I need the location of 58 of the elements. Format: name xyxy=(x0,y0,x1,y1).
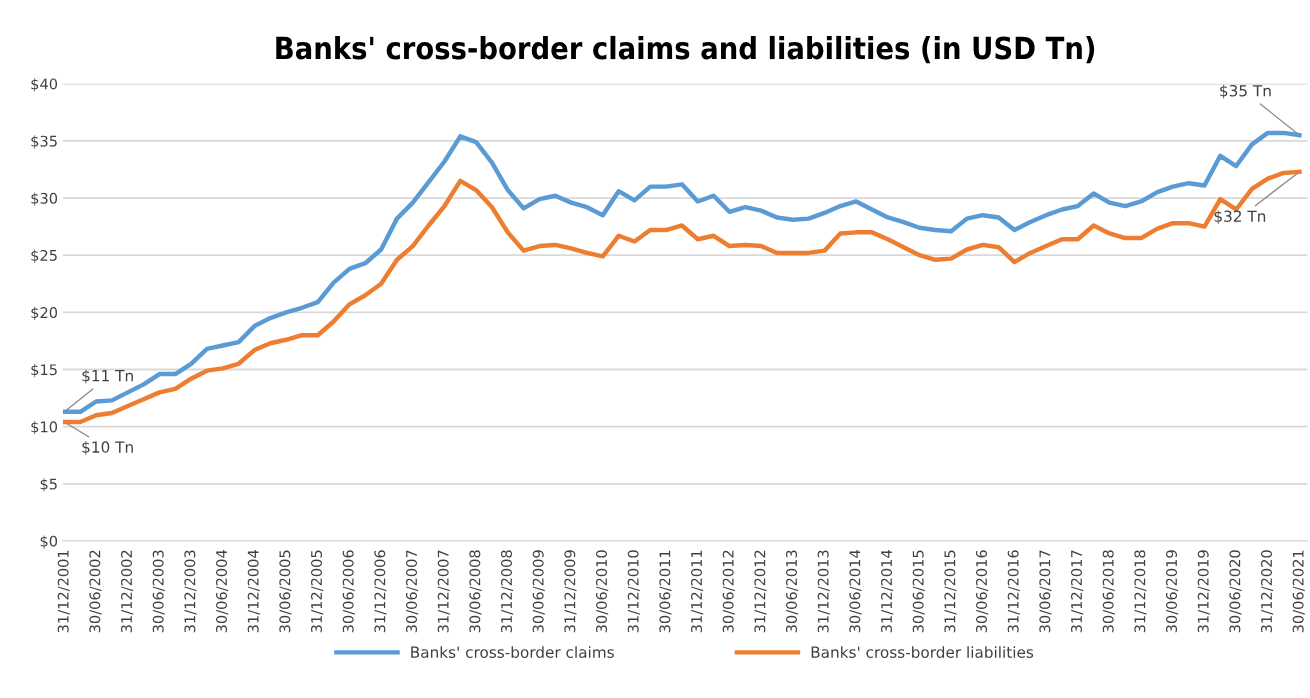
x-tick-label: 31/12/2011 xyxy=(691,550,704,633)
x-tick-label: 30/06/2007 xyxy=(406,550,419,633)
x-tick-label: 30/06/2006 xyxy=(342,550,355,633)
x-tick-label: 30/06/2021 xyxy=(1292,550,1305,633)
y-tick-label: $30 xyxy=(31,192,58,206)
y-tick-label: $15 xyxy=(31,363,57,378)
x-tick-label: 30/06/2004 xyxy=(216,550,229,633)
x-tick-label: 30/06/2019 xyxy=(1166,550,1179,633)
x-tick-label: 30/06/2005 xyxy=(279,550,292,633)
x-tick-label: 30/06/2012 xyxy=(722,550,735,633)
annotation: $35 Tn xyxy=(1220,84,1271,99)
x-tick-label: 31/12/2003 xyxy=(184,550,197,633)
y-tick-label: $0 xyxy=(40,535,58,549)
x-tick-label: 30/06/2018 xyxy=(1102,550,1115,633)
x-tick-label: 30/06/2014 xyxy=(849,550,862,633)
annotation: $32 Tn xyxy=(1214,210,1266,225)
x-tick-label: 30/06/2010 xyxy=(596,550,609,633)
x-tick-label: 31/12/2010 xyxy=(627,550,640,633)
x-tick-label: 31/12/2004 xyxy=(247,550,260,633)
x-tick-label: 30/06/2017 xyxy=(1039,550,1052,633)
y-tick-label: $5 xyxy=(40,478,57,492)
y-tick-label: $25 xyxy=(31,249,57,263)
chart-title: Banks' cross-border claims and liabilities (in USD Tn) xyxy=(276,35,1095,64)
legend-label: Banks' cross-border claims xyxy=(411,646,614,658)
x-tick-label: 30/06/2013 xyxy=(786,550,799,633)
x-tick-label: 30/06/2003 xyxy=(152,550,165,633)
x-tick-label: 31/12/2008 xyxy=(501,550,514,633)
x-tick-label: 31/12/2014 xyxy=(881,550,894,633)
y-tick-label: $40 xyxy=(31,78,58,92)
x-tick-label: 31/12/2006 xyxy=(374,550,387,633)
annotation: $11 Tn xyxy=(82,369,133,384)
x-tick-label: 30/06/2016 xyxy=(976,550,989,633)
x-tick-label: 30/06/2015 xyxy=(912,550,925,633)
x-tick-label: 30/06/2002 xyxy=(89,550,102,633)
legend-label: Banks' cross-border liabilities xyxy=(811,646,1034,658)
x-tick-label: 31/12/2015 xyxy=(944,550,957,633)
x-tick-label: 31/12/2016 xyxy=(1007,550,1020,633)
y-tick-label: $20 xyxy=(31,306,58,321)
line-series xyxy=(62,130,1302,415)
x-tick-label: 31/12/2005 xyxy=(311,550,324,633)
x-tick-label: 31/12/2020 xyxy=(1261,550,1274,633)
x-tick-label: 31/12/2012 xyxy=(754,550,767,633)
annotation: $10 Tn xyxy=(82,441,133,455)
x-tick-label: 30/06/2011 xyxy=(659,550,672,633)
x-tick-label: 31/12/2007 xyxy=(437,550,450,633)
x-tick-label: 31/12/2019 xyxy=(1197,550,1210,633)
x-tick-label: 30/06/2020 xyxy=(1229,550,1242,633)
x-tick-label: 31/12/2018 xyxy=(1134,550,1147,633)
y-tick-label: $35 xyxy=(31,135,57,149)
x-tick-label: 31/12/2017 xyxy=(1071,550,1084,633)
x-tick-label: 31/12/2013 xyxy=(817,550,830,633)
x-tick-label: 31/12/2009 xyxy=(564,550,577,633)
x-tick-label: 30/06/2009 xyxy=(532,550,545,633)
x-tick-label: 30/06/2008 xyxy=(469,550,482,633)
x-tick-label: 31/12/2002 xyxy=(121,550,134,633)
y-tick-label: $10 xyxy=(31,421,58,435)
line-series xyxy=(62,169,1302,425)
x-tick-label: 31/12/2001 xyxy=(57,550,70,633)
